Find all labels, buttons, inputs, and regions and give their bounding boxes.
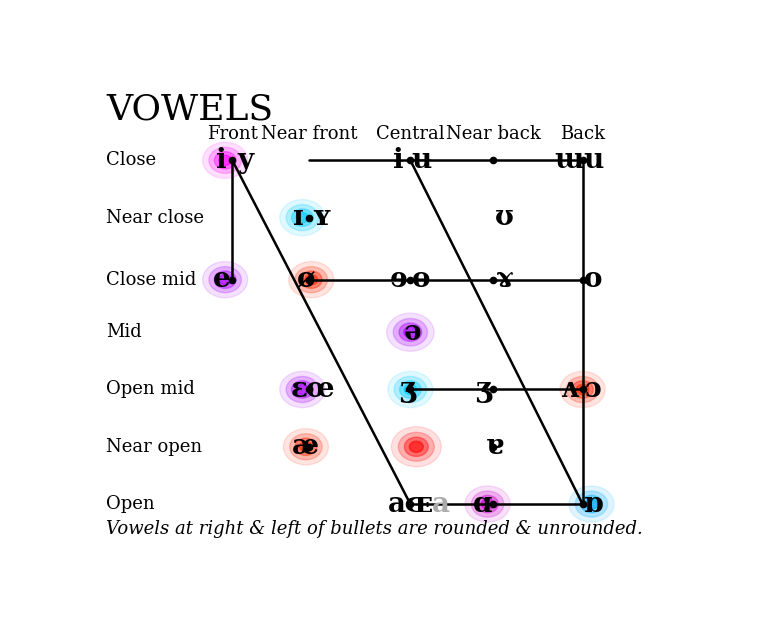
Text: ɵ: ɵ (412, 266, 430, 293)
Text: Near front: Near front (261, 125, 358, 143)
Circle shape (404, 437, 428, 456)
Circle shape (300, 441, 313, 452)
Circle shape (290, 434, 322, 460)
Circle shape (391, 427, 441, 467)
Text: ʒ: ʒ (475, 376, 491, 403)
Circle shape (388, 371, 433, 407)
Circle shape (387, 313, 434, 352)
Circle shape (398, 432, 434, 461)
Circle shape (289, 262, 334, 298)
Text: ɘ: ɘ (390, 266, 408, 293)
Text: ʌ: ʌ (561, 376, 578, 403)
Circle shape (585, 499, 597, 509)
Circle shape (300, 271, 322, 288)
Circle shape (214, 152, 236, 169)
Text: y: y (237, 147, 254, 174)
Text: ɛ: ɛ (290, 376, 307, 403)
Text: ɨ: ɨ (393, 147, 404, 174)
Circle shape (209, 148, 241, 174)
Circle shape (202, 142, 247, 179)
Circle shape (581, 495, 602, 513)
Circle shape (571, 381, 594, 398)
Circle shape (292, 381, 313, 398)
Text: Front: Front (207, 125, 257, 143)
Text: Near close: Near close (106, 208, 205, 227)
Text: Open mid: Open mid (106, 381, 195, 399)
Text: a: a (432, 490, 450, 518)
Text: VOWELS: VOWELS (106, 92, 273, 126)
Circle shape (209, 267, 241, 293)
Circle shape (283, 428, 329, 465)
Text: i: i (216, 147, 227, 174)
Circle shape (481, 499, 494, 509)
Circle shape (280, 371, 325, 407)
Text: u: u (583, 147, 604, 174)
Circle shape (576, 384, 589, 394)
Text: a: a (388, 490, 406, 518)
Text: ɶ: ɶ (404, 490, 433, 518)
Circle shape (214, 271, 236, 288)
Text: ø: ø (296, 266, 315, 293)
Text: ɔ: ɔ (584, 376, 601, 403)
Text: ɪ: ɪ (293, 204, 304, 231)
Text: ɤ: ɤ (496, 266, 513, 293)
Circle shape (296, 213, 309, 223)
Circle shape (409, 441, 424, 453)
Circle shape (296, 384, 309, 394)
Text: Back: Back (560, 125, 605, 143)
Text: ɐ: ɐ (486, 433, 504, 460)
Circle shape (393, 319, 427, 346)
Text: ʒ: ʒ (399, 376, 414, 403)
Text: ʉ: ʉ (411, 147, 431, 174)
Circle shape (295, 438, 316, 456)
Text: æ: æ (293, 433, 319, 460)
Circle shape (569, 486, 614, 522)
Circle shape (295, 267, 328, 293)
Text: ə: ə (403, 319, 421, 346)
Circle shape (400, 381, 421, 398)
Circle shape (394, 376, 427, 402)
Text: ɑ: ɑ (473, 490, 493, 518)
Text: Open: Open (106, 495, 155, 513)
Text: Mid: Mid (106, 323, 142, 341)
Circle shape (399, 323, 422, 342)
Text: Near open: Near open (106, 438, 202, 456)
Circle shape (219, 155, 231, 166)
Circle shape (286, 376, 319, 402)
Circle shape (219, 275, 231, 285)
Circle shape (471, 491, 504, 517)
Circle shape (404, 327, 417, 337)
Text: ʏ: ʏ (311, 204, 332, 231)
Circle shape (465, 486, 510, 522)
Circle shape (292, 209, 313, 226)
Text: œ: œ (306, 376, 335, 403)
Circle shape (305, 275, 318, 285)
Text: o: o (584, 266, 603, 293)
Text: Close mid: Close mid (106, 271, 197, 289)
Text: Central: Central (376, 125, 445, 143)
Circle shape (280, 200, 325, 236)
Text: ɯ: ɯ (555, 147, 584, 174)
Text: Close: Close (106, 151, 156, 169)
Circle shape (286, 205, 319, 231)
Circle shape (404, 384, 417, 394)
Circle shape (575, 491, 607, 517)
Text: ʊ: ʊ (495, 204, 514, 231)
Text: ɒ: ɒ (584, 490, 603, 518)
Circle shape (202, 262, 247, 298)
Text: Near back: Near back (446, 125, 541, 143)
Circle shape (476, 495, 499, 513)
Circle shape (560, 371, 605, 407)
Text: e: e (213, 266, 231, 293)
Text: Vowels at right & left of bullets are rounded & unrounded.: Vowels at right & left of bullets are ro… (106, 520, 643, 538)
Circle shape (566, 376, 599, 402)
